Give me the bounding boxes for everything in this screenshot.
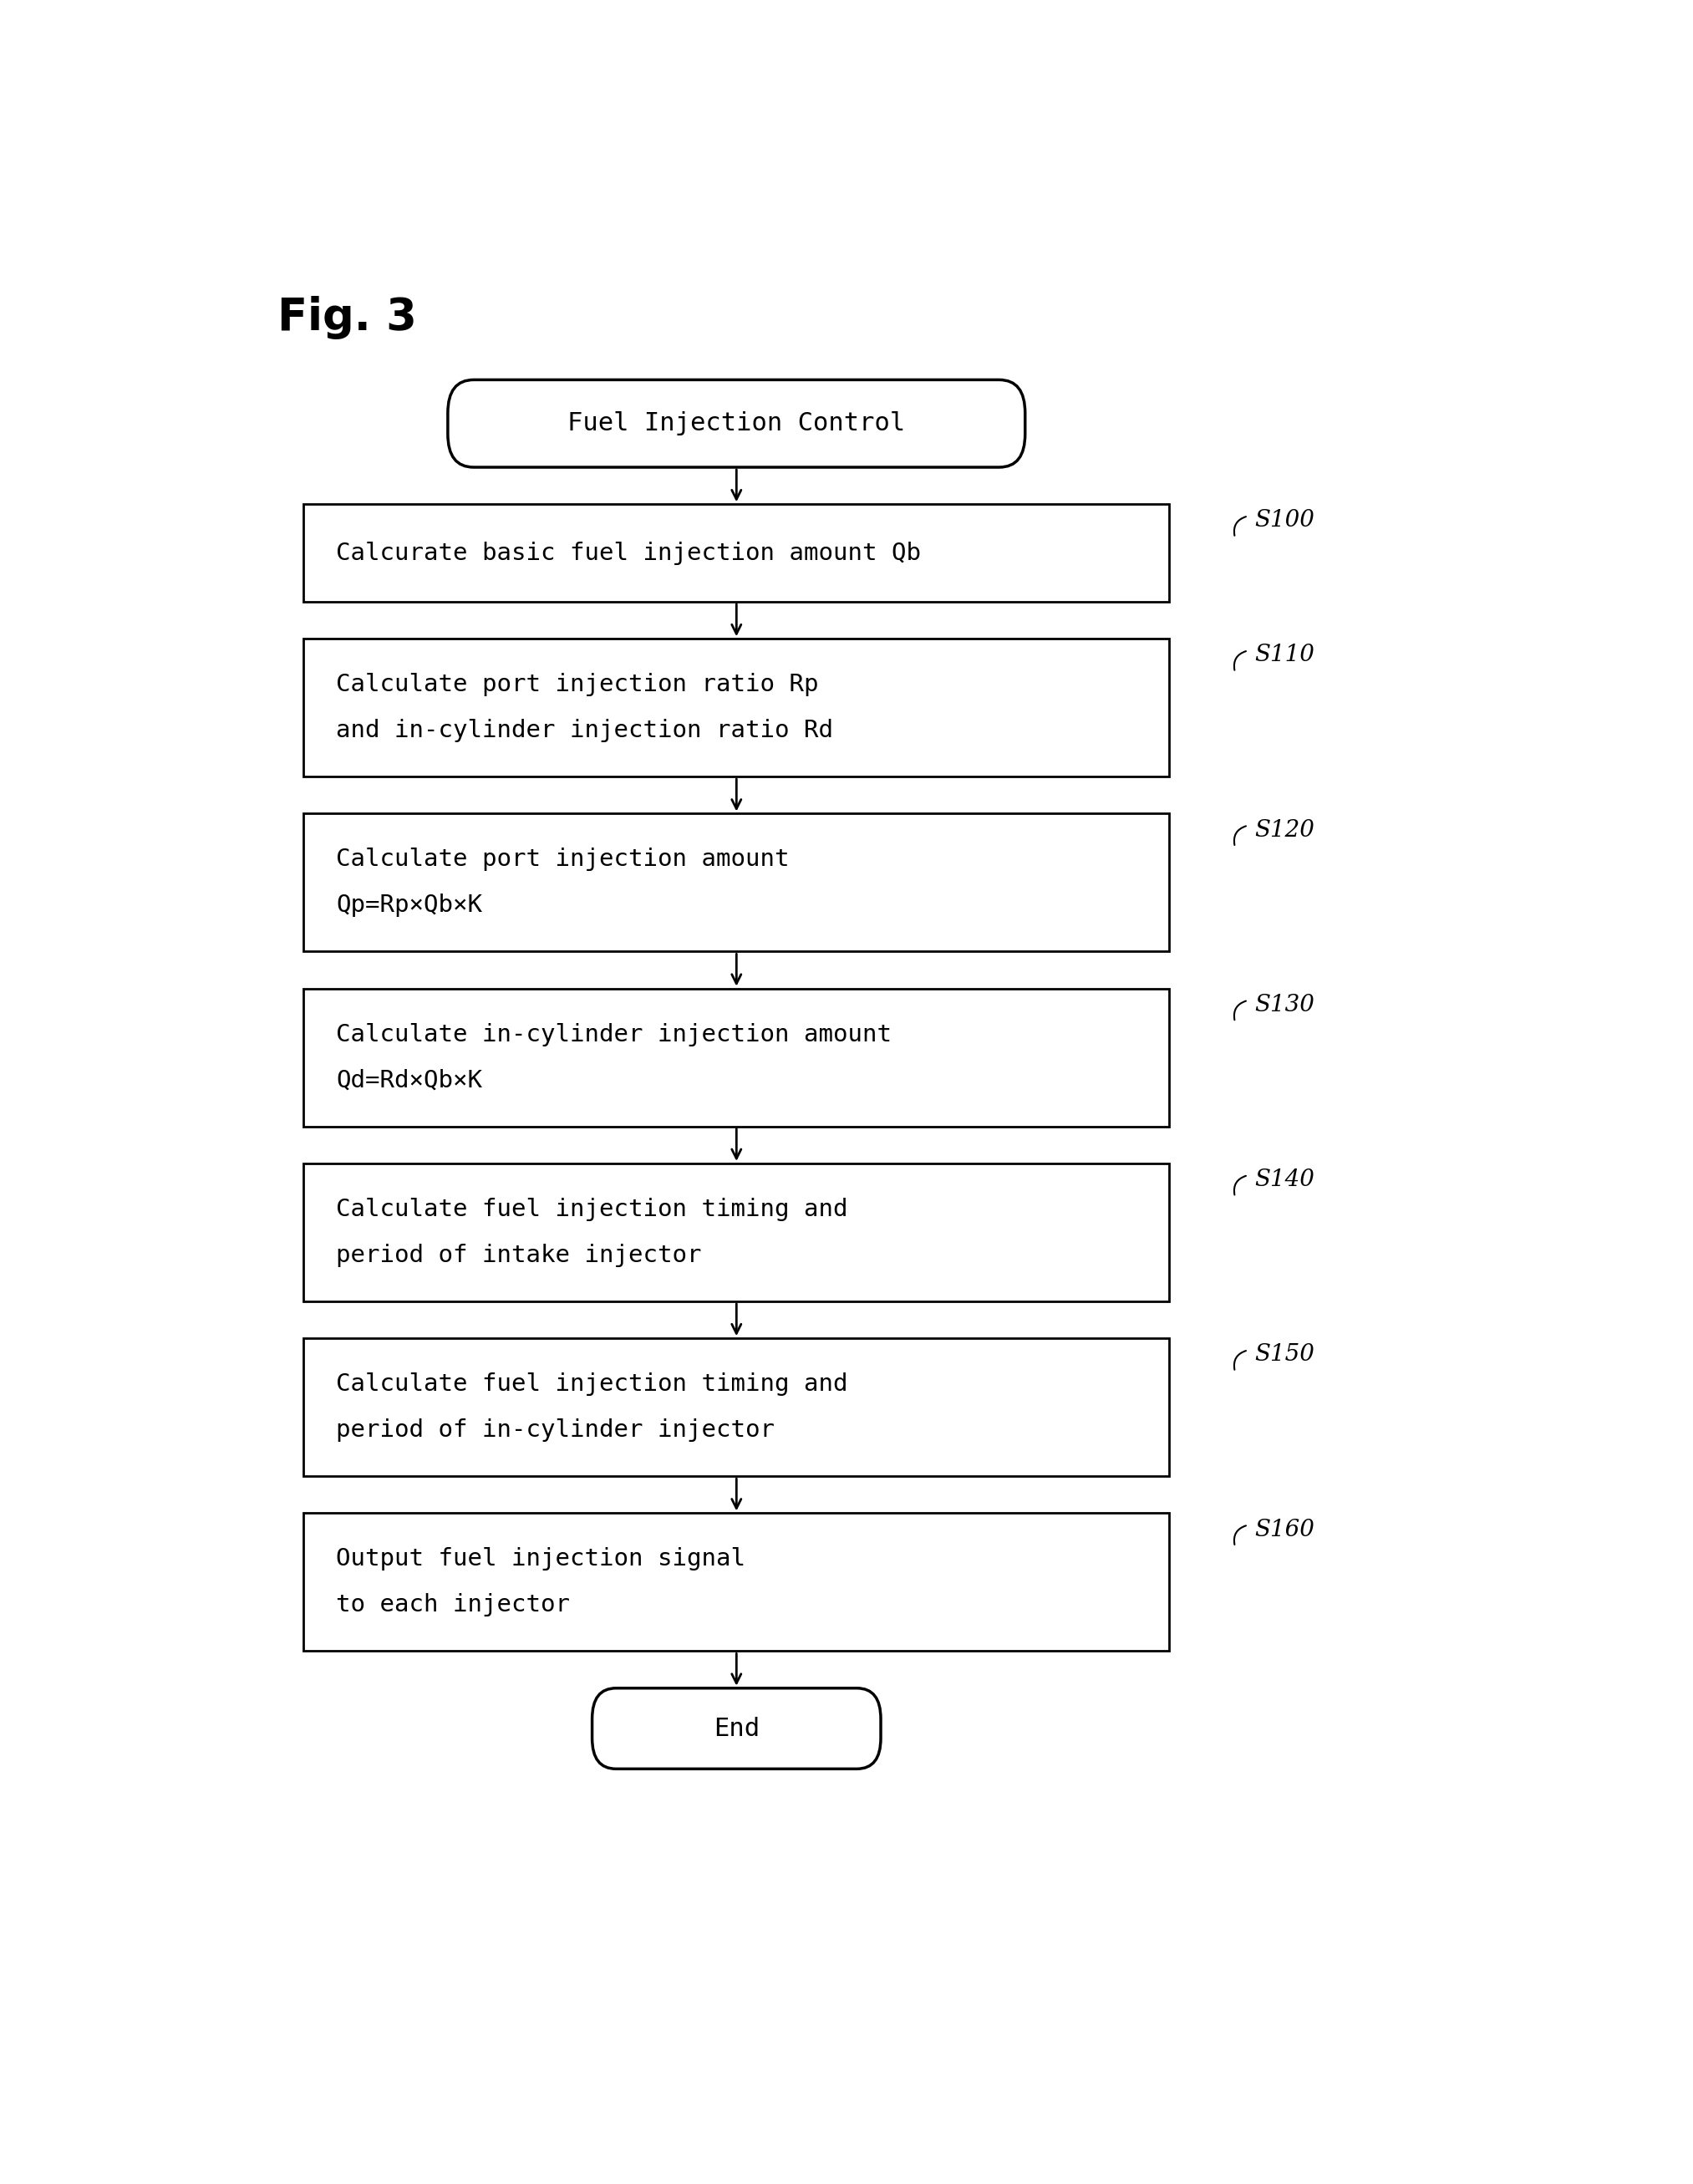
FancyBboxPatch shape bbox=[303, 989, 1170, 1127]
FancyBboxPatch shape bbox=[447, 380, 1026, 467]
Text: and in-cylinder injection ratio Rd: and in-cylinder injection ratio Rd bbox=[337, 719, 833, 743]
Text: S100: S100 bbox=[1255, 509, 1315, 533]
FancyBboxPatch shape bbox=[303, 505, 1170, 603]
Text: Calculate fuel injection timing and: Calculate fuel injection timing and bbox=[337, 1197, 848, 1221]
Text: Fuel Injection Control: Fuel Injection Control bbox=[567, 411, 906, 435]
Text: period of intake injector: period of intake injector bbox=[337, 1243, 703, 1267]
Text: Calculate port injection amount: Calculate port injection amount bbox=[337, 847, 789, 871]
Text: S150: S150 bbox=[1255, 1343, 1315, 1365]
Text: S130: S130 bbox=[1255, 994, 1315, 1016]
Text: S110: S110 bbox=[1255, 644, 1315, 666]
Text: Calculate in-cylinder injection amount: Calculate in-cylinder injection amount bbox=[337, 1022, 892, 1046]
FancyBboxPatch shape bbox=[303, 1339, 1170, 1476]
Text: Calcurate basic fuel injection amount Qb: Calcurate basic fuel injection amount Qb bbox=[337, 542, 921, 566]
Text: Calculate fuel injection timing and: Calculate fuel injection timing and bbox=[337, 1372, 848, 1396]
FancyBboxPatch shape bbox=[303, 815, 1170, 952]
Text: Fig. 3: Fig. 3 bbox=[278, 295, 416, 339]
FancyBboxPatch shape bbox=[303, 1164, 1170, 1302]
Text: Output fuel injection signal: Output fuel injection signal bbox=[337, 1548, 745, 1570]
Text: to each injector: to each injector bbox=[337, 1594, 571, 1616]
Text: Qp=Rp×Qb×K: Qp=Rp×Qb×K bbox=[337, 893, 483, 917]
Text: Qd=Rd×Qb×K: Qd=Rd×Qb×K bbox=[337, 1068, 483, 1092]
Text: S120: S120 bbox=[1255, 819, 1315, 841]
FancyBboxPatch shape bbox=[593, 1688, 880, 1769]
Text: period of in-cylinder injector: period of in-cylinder injector bbox=[337, 1420, 775, 1441]
FancyBboxPatch shape bbox=[303, 1514, 1170, 1651]
Text: End: End bbox=[713, 1717, 760, 1741]
Text: S140: S140 bbox=[1255, 1168, 1315, 1190]
FancyBboxPatch shape bbox=[303, 638, 1170, 778]
Text: S160: S160 bbox=[1255, 1518, 1315, 1542]
Text: Calculate port injection ratio Rp: Calculate port injection ratio Rp bbox=[337, 673, 819, 697]
